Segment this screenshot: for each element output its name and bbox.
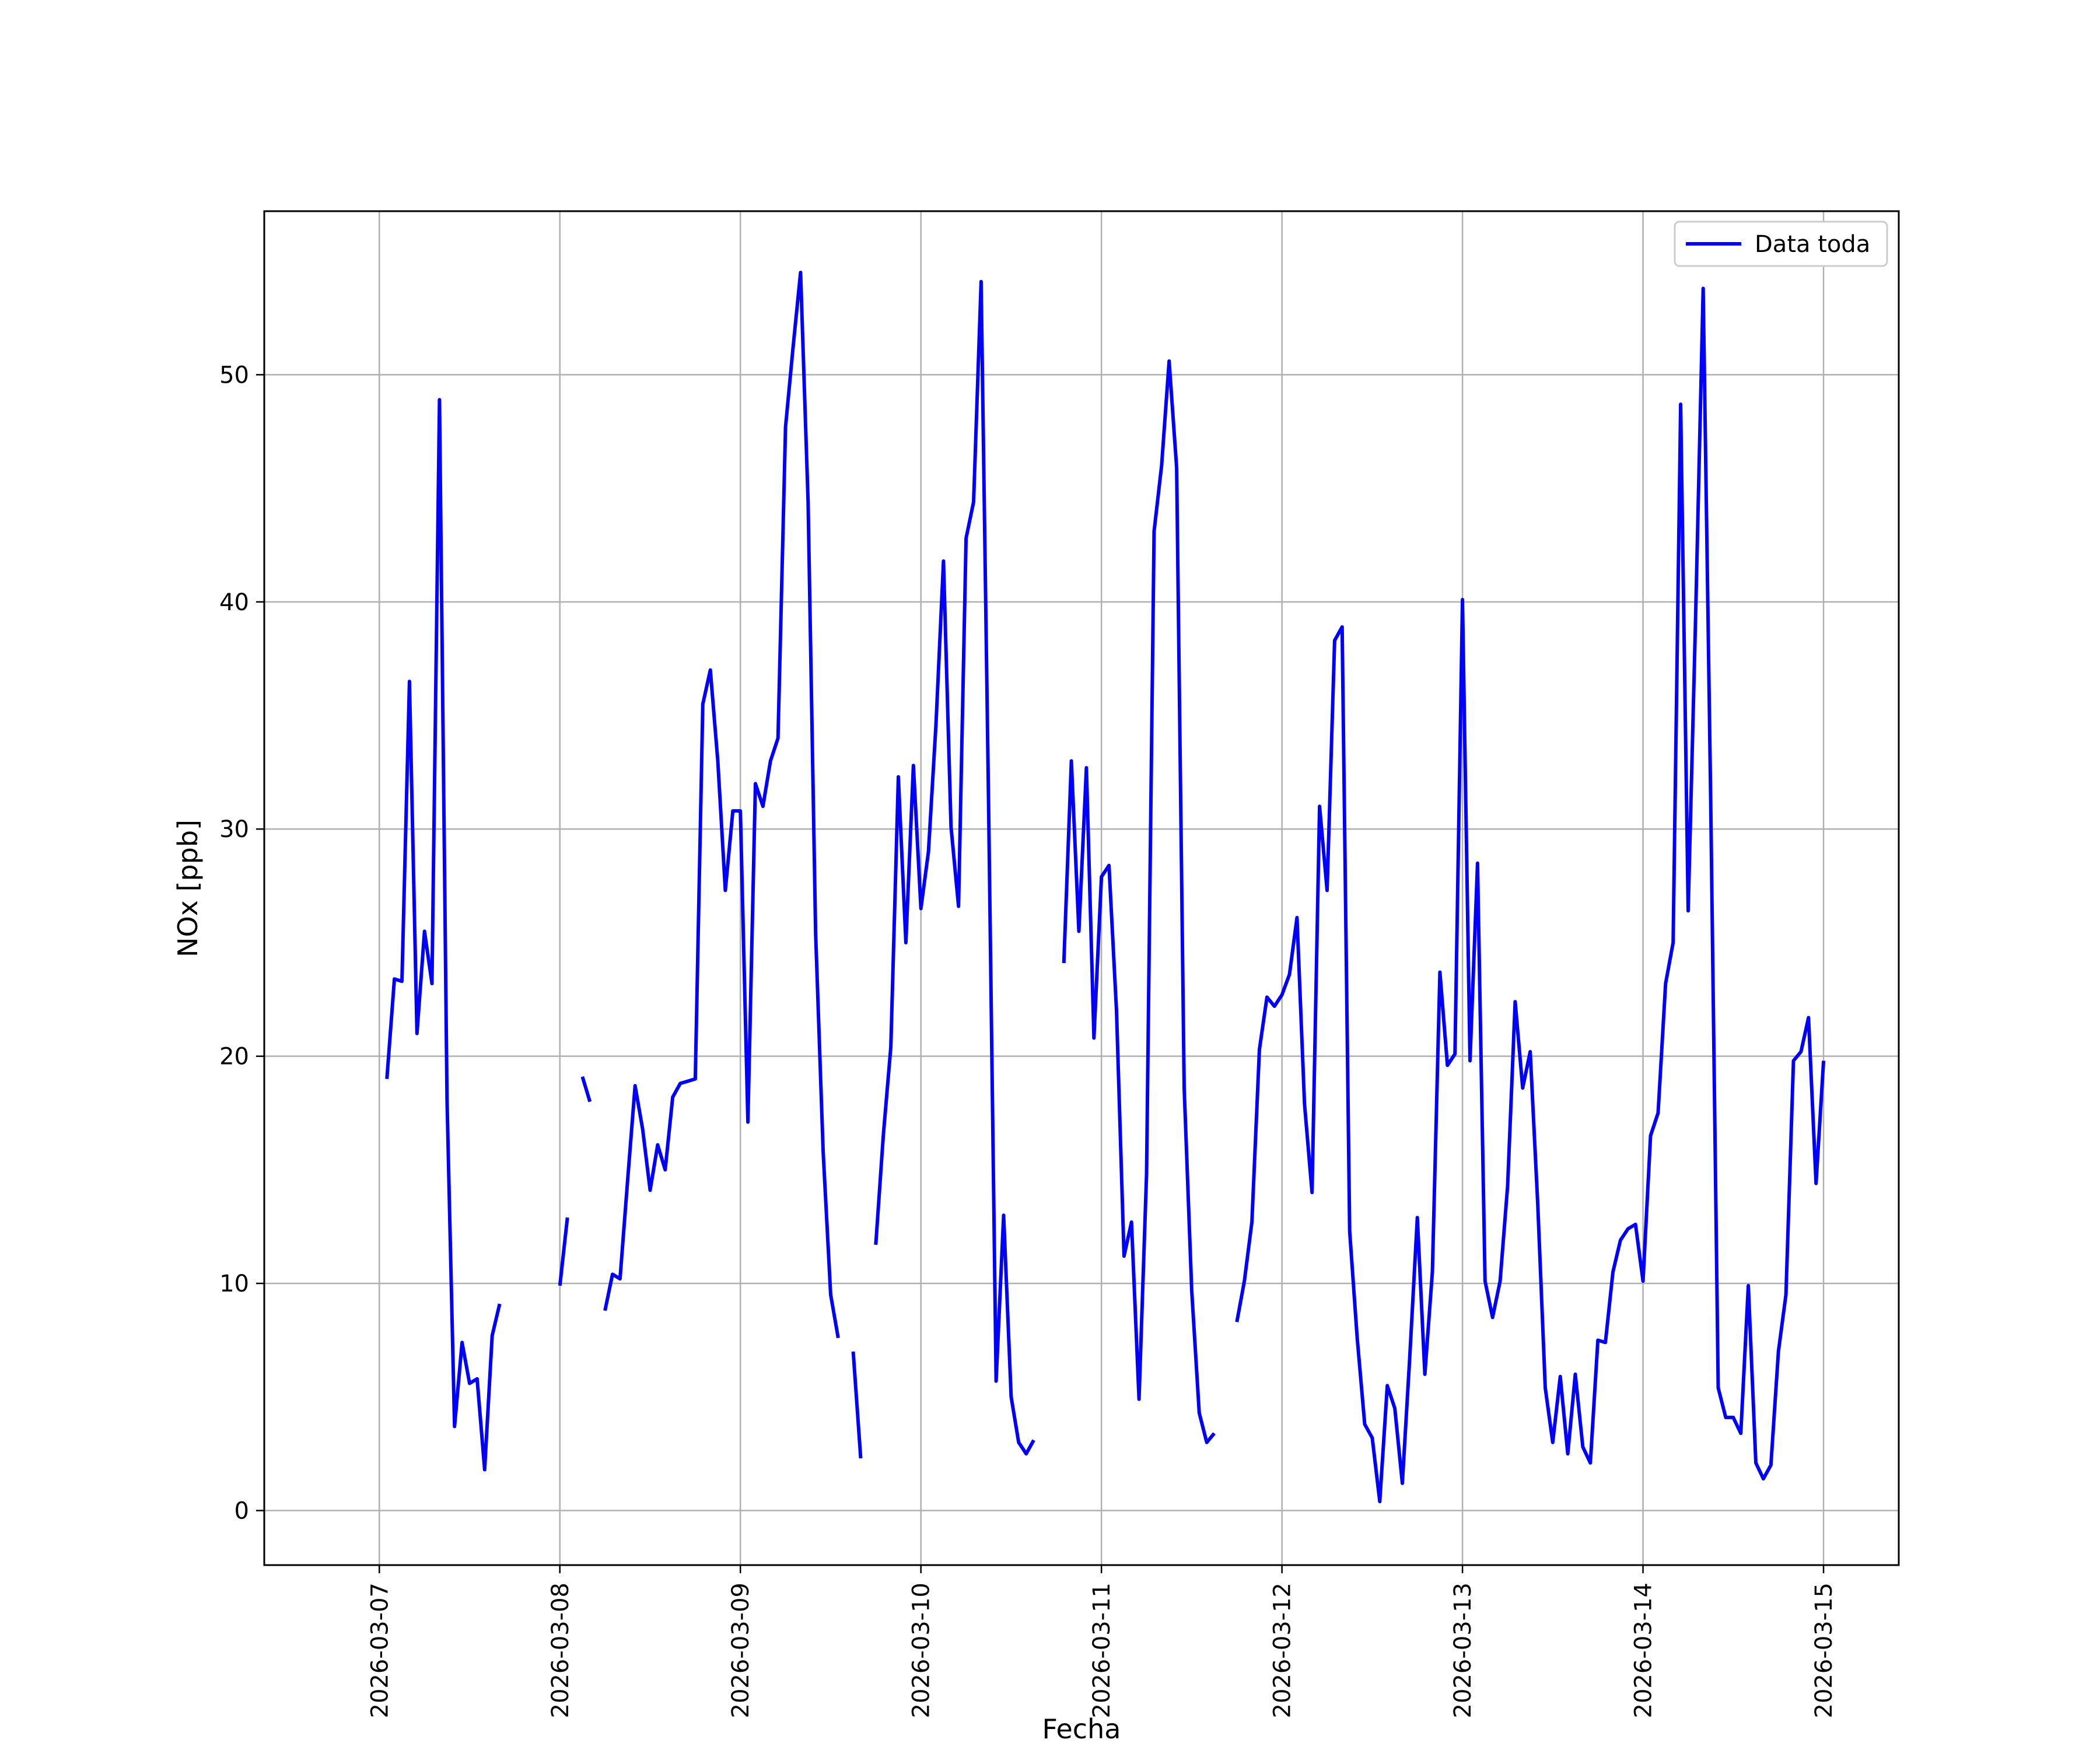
series-data-toda <box>385 271 1826 1503</box>
series-segment-7 <box>1235 286 1826 1503</box>
x-axis-label: Fecha <box>1042 1713 1121 1745</box>
x-tick-label: 2026-03-13 <box>1450 1583 1476 1718</box>
series-segment-4 <box>851 1351 863 1459</box>
x-tick-label: 2026-03-10 <box>908 1583 935 1718</box>
y-tick-label: 30 <box>219 816 249 843</box>
y-tick-label: 10 <box>219 1270 249 1297</box>
legend: Data toda <box>1674 220 1888 267</box>
legend-label: Data toda <box>1755 231 1870 258</box>
y-tick-label: 0 <box>235 1498 249 1525</box>
series-segment-0 <box>385 398 502 1472</box>
y-axis-label: NOx [ppb] <box>172 820 204 957</box>
x-tick-label: 2026-03-08 <box>547 1583 574 1718</box>
legend-box <box>1674 220 1888 267</box>
x-tick-label: 2026-03-11 <box>1088 1583 1115 1718</box>
x-tick-label: 2026-03-09 <box>727 1583 754 1718</box>
x-tick-label: 2026-03-12 <box>1269 1583 1296 1718</box>
series-segment-1 <box>558 1217 569 1286</box>
y-tick-label: 20 <box>219 1044 249 1070</box>
series-segment-2 <box>580 1076 592 1102</box>
y-tick-label: 50 <box>219 362 249 388</box>
y-tick-label: 40 <box>219 589 249 616</box>
axis-ticks: 2026-03-07 2026-03-08 2026-03-09 2026-03-10… <box>219 362 1838 1718</box>
x-tick-label: 2026-03-07 <box>366 1583 393 1718</box>
x-tick-label: 2026-03-15 <box>1811 1583 1838 1718</box>
plot-frame <box>263 210 1900 1566</box>
series-segment-3 <box>603 271 840 1339</box>
x-tick-label: 2026-03-14 <box>1630 1583 1657 1718</box>
series-segment-6 <box>1062 359 1216 1444</box>
series-segment-5 <box>874 279 1035 1456</box>
